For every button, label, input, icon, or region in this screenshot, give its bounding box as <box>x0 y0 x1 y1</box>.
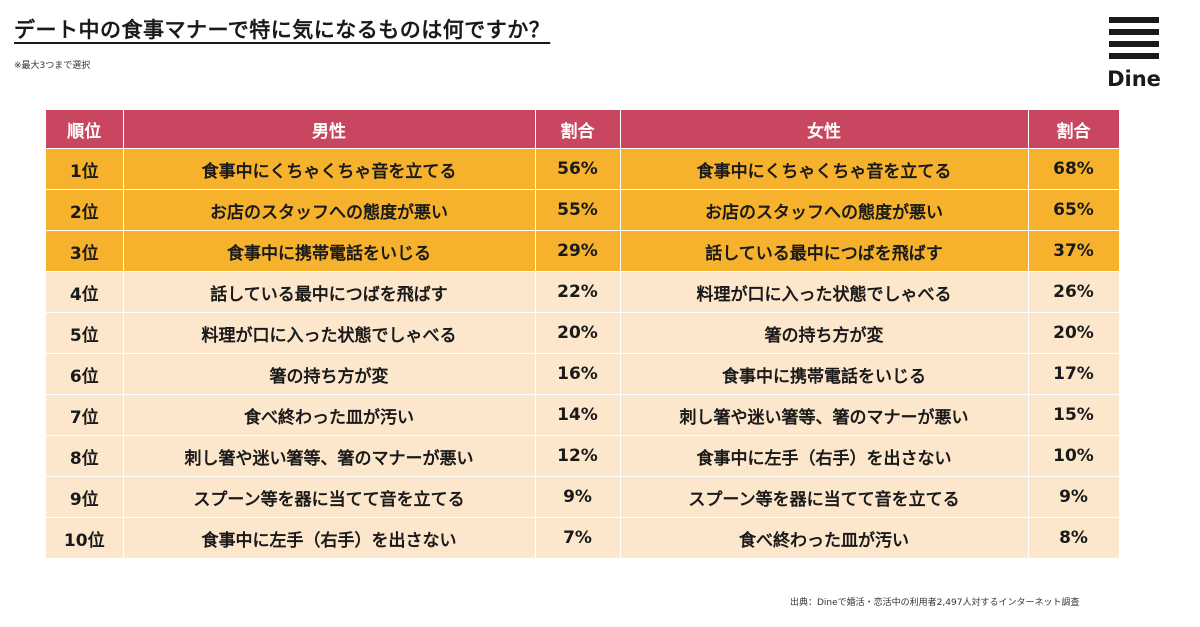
cell-female: 食事中にくちゃくちゃ音を立てる <box>620 148 1029 190</box>
logo-text: Dine <box>1107 67 1161 91</box>
cell-male-ratio: 22% <box>535 271 621 313</box>
header-row: 順位 男性 割合 女性 割合 <box>46 110 1120 149</box>
selection-note: ※最大3つまで選択 <box>14 61 91 71</box>
cell-female-ratio: 37% <box>1028 230 1120 272</box>
cell-female: 料理が口に入った状態でしゃべる <box>620 271 1029 313</box>
cell-female: 食事中に携帯電話をいじる <box>620 353 1029 395</box>
cell-male: お店のスタッフへの態度が悪い <box>123 189 536 231</box>
table-row: 3位 食事中に携帯電話をいじる 29% 話している最中につばを飛ばす 37% <box>46 230 1120 272</box>
cell-rank: 10位 <box>46 517 124 559</box>
ranking-table: 順位 男性 割合 女性 割合 1位 食事中にくちゃくちゃ音を立てる 56% 食事中にく… <box>46 110 1120 559</box>
header-male-ratio: 割合 <box>535 110 621 149</box>
cell-female: 話している最中につばを飛ばす <box>620 230 1029 272</box>
cell-female-ratio: 9% <box>1028 476 1120 518</box>
cell-male: 刺し箸や迷い箸等、箸のマナーが悪い <box>123 435 536 477</box>
dine-logo: Dine <box>1105 15 1163 91</box>
cell-female: 箸の持ち方が変 <box>620 312 1029 354</box>
page-title: デート中の食事マナーで特に気になるものは何ですか？ <box>14 18 551 42</box>
cell-female-ratio: 10% <box>1028 435 1120 477</box>
cell-rank: 5位 <box>46 312 124 354</box>
cell-rank: 1位 <box>46 148 124 190</box>
cell-rank: 6位 <box>46 353 124 395</box>
cell-male: 食事中にくちゃくちゃ音を立てる <box>123 148 536 190</box>
cell-female-ratio: 15% <box>1028 394 1120 436</box>
cell-male: 箸の持ち方が変 <box>123 353 536 395</box>
cell-rank: 8位 <box>46 435 124 477</box>
cell-rank: 4位 <box>46 271 124 313</box>
cell-rank: 9位 <box>46 476 124 518</box>
cell-male-ratio: 56% <box>535 148 621 190</box>
cell-female-ratio: 20% <box>1028 312 1120 354</box>
cell-rank: 7位 <box>46 394 124 436</box>
table-row: 5位 料理が口に入った状態でしゃべる 20% 箸の持ち方が変 20% <box>46 312 1120 354</box>
cell-female-ratio: 68% <box>1028 148 1120 190</box>
cell-male-ratio: 55% <box>535 189 621 231</box>
cell-male: 料理が口に入った状態でしゃべる <box>123 312 536 354</box>
table-row: 10位 食事中に左手（右手）を出さない 7% 食べ終わった皿が汚い 8% <box>46 517 1120 559</box>
cell-female-ratio: 17% <box>1028 353 1120 395</box>
cell-rank: 3位 <box>46 230 124 272</box>
cell-male: 話している最中につばを飛ばす <box>123 271 536 313</box>
table-row: 8位 刺し箸や迷い箸等、箸のマナーが悪い 12% 食事中に左手（右手）を出さない 10% <box>46 435 1120 477</box>
table-row: 9位 スプーン等を器に当てて音を立てる 9% スプーン等を器に当てて音を立てる 9% <box>46 476 1120 518</box>
source-note: 出典：Dineで婚活・恋活中の利用者2,497人対するインターネット調査 <box>790 598 1080 608</box>
cell-female: お店のスタッフへの態度が悪い <box>620 189 1029 231</box>
cell-female: 食事中に左手（右手）を出さない <box>620 435 1029 477</box>
cell-female: スプーン等を器に当てて音を立てる <box>620 476 1029 518</box>
cell-male: 食事中に携帯電話をいじる <box>123 230 536 272</box>
logo-bar <box>1109 29 1159 35</box>
cell-male: 食べ終わった皿が汚い <box>123 394 536 436</box>
header-female: 女性 <box>620 110 1029 149</box>
cell-male-ratio: 14% <box>535 394 621 436</box>
table-row: 1位 食事中にくちゃくちゃ音を立てる 56% 食事中にくちゃくちゃ音を立てる 68% <box>46 148 1120 190</box>
cell-male-ratio: 9% <box>535 476 621 518</box>
header-rank: 順位 <box>46 110 124 149</box>
header-female-ratio: 割合 <box>1028 110 1120 149</box>
table-row: 4位 話している最中につばを飛ばす 22% 料理が口に入った状態でしゃべる 26% <box>46 271 1120 313</box>
cell-female-ratio: 26% <box>1028 271 1120 313</box>
cell-male: スプーン等を器に当てて音を立てる <box>123 476 536 518</box>
logo-bar <box>1109 53 1159 59</box>
header-male: 男性 <box>123 110 536 149</box>
cell-male-ratio: 12% <box>535 435 621 477</box>
cell-female-ratio: 8% <box>1028 517 1120 559</box>
cell-female-ratio: 65% <box>1028 189 1120 231</box>
cell-male: 食事中に左手（右手）を出さない <box>123 517 536 559</box>
cell-female: 刺し箸や迷い箸等、箸のマナーが悪い <box>620 394 1029 436</box>
table-row: 6位 箸の持ち方が変 16% 食事中に携帯電話をいじる 17% <box>46 353 1120 395</box>
cell-male-ratio: 16% <box>535 353 621 395</box>
cell-rank: 2位 <box>46 189 124 231</box>
logo-bar <box>1109 41 1159 47</box>
cell-male-ratio: 7% <box>535 517 621 559</box>
cell-male-ratio: 20% <box>535 312 621 354</box>
cell-female: 食べ終わった皿が汚い <box>620 517 1029 559</box>
table-row: 2位 お店のスタッフへの態度が悪い 55% お店のスタッフへの態度が悪い 65% <box>46 189 1120 231</box>
cell-male-ratio: 29% <box>535 230 621 272</box>
logo-bar <box>1109 17 1159 23</box>
table-row: 7位 食べ終わった皿が汚い 14% 刺し箸や迷い箸等、箸のマナーが悪い 15% <box>46 394 1120 436</box>
